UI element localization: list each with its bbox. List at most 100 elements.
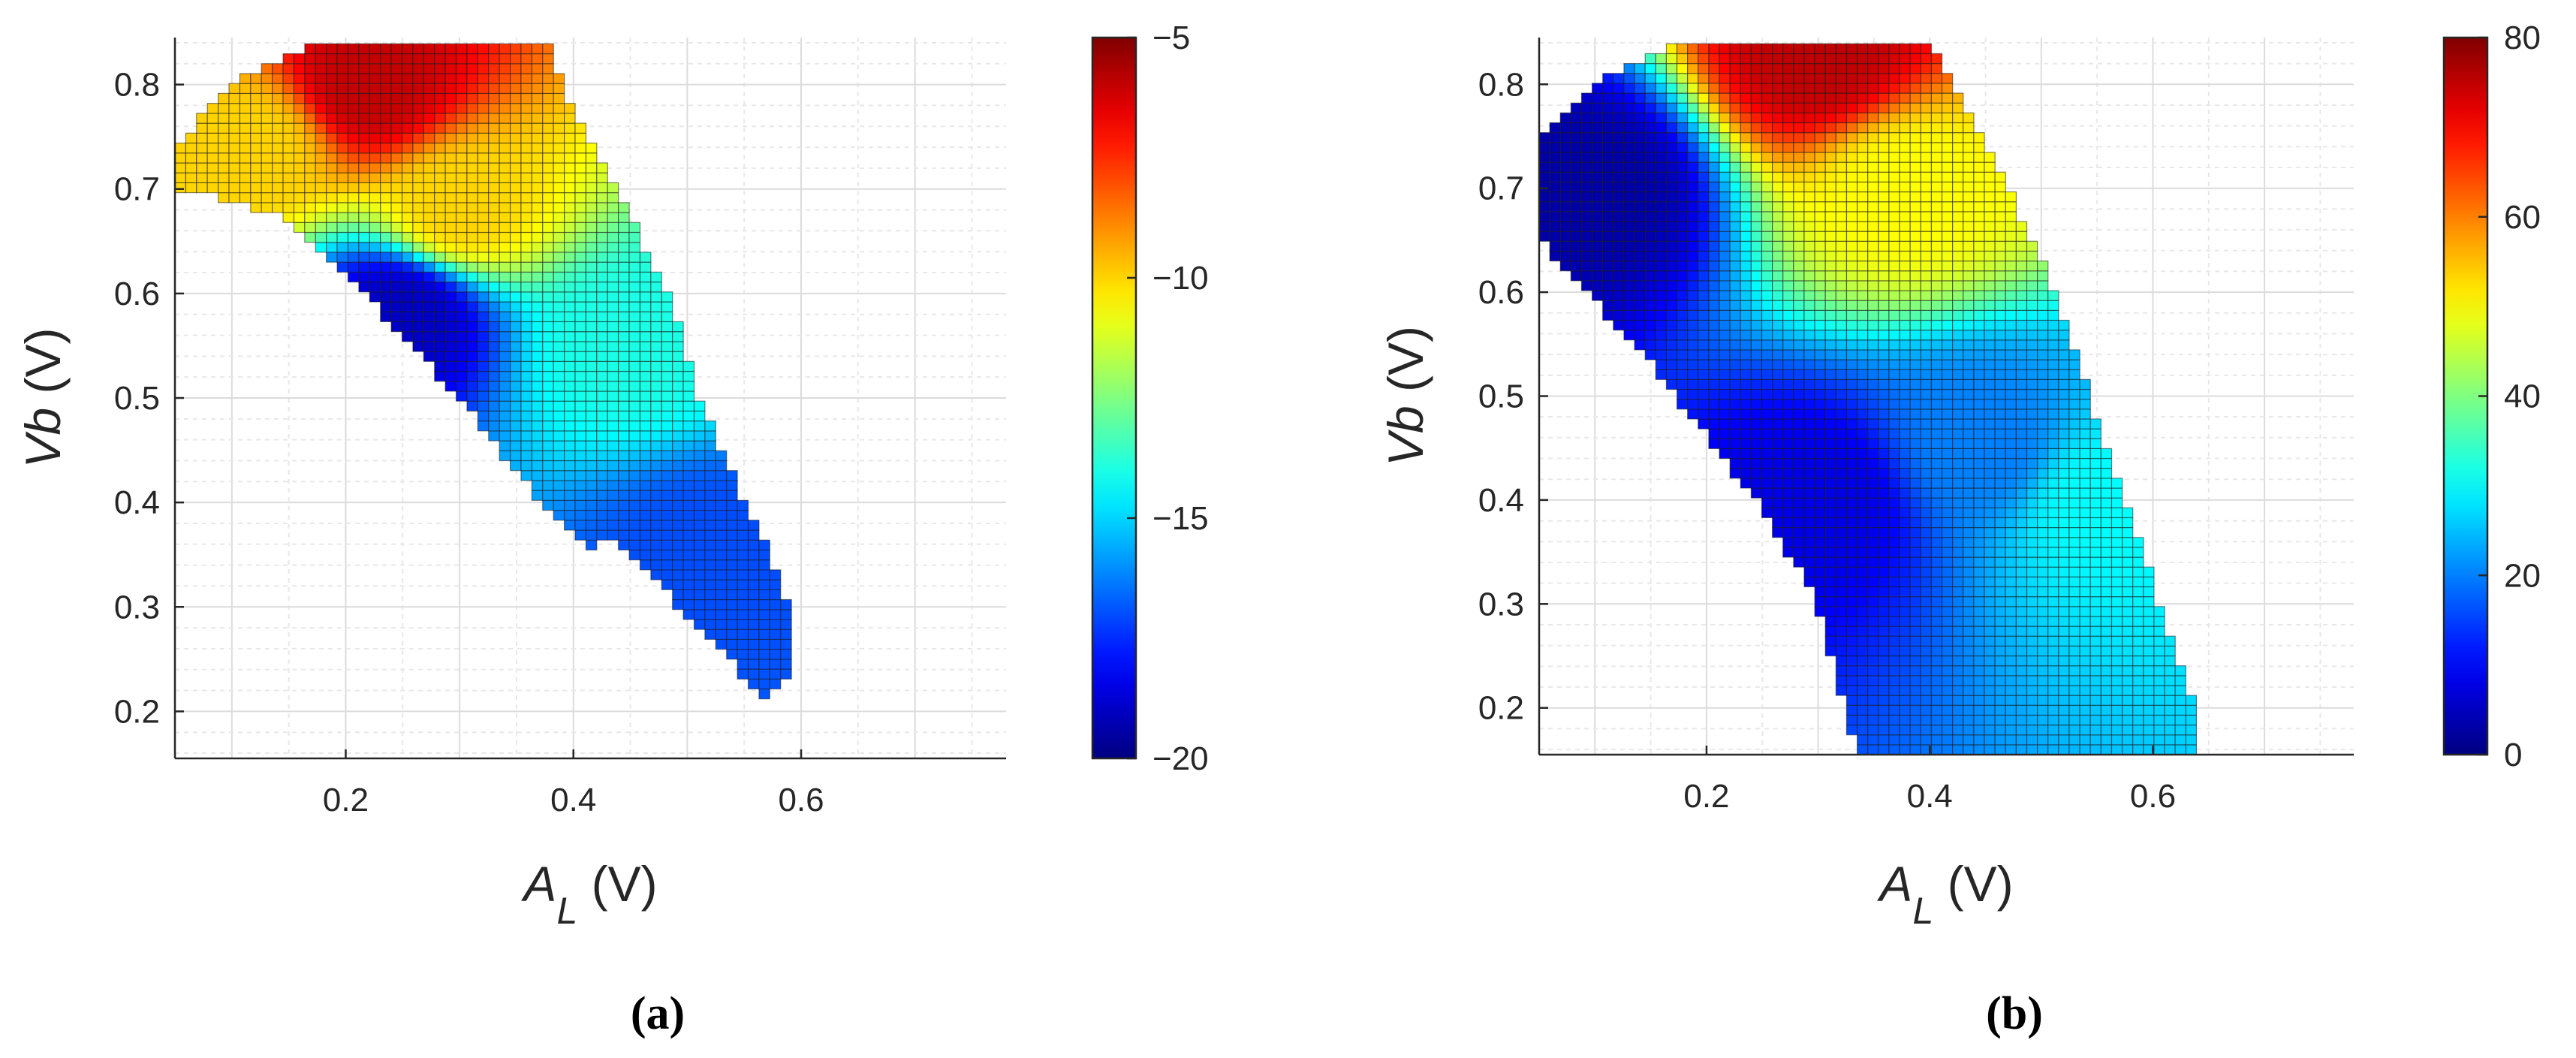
heatmap-cell: [2047, 586, 2059, 598]
heatmap-cell: [542, 351, 554, 362]
heatmap-cell: [1920, 537, 1933, 548]
heatmap-cell: [2079, 526, 2091, 538]
heatmap-cell: [1793, 526, 1805, 538]
heatmap-cell: [1803, 161, 1815, 173]
heatmap-cell: [2185, 714, 2198, 726]
heatmap-cell: [380, 172, 392, 183]
heatmap-cell: [1708, 260, 1720, 272]
heatmap-cell: [1559, 152, 1571, 163]
heatmap-cell: [2153, 645, 2165, 657]
heatmap-cell: [2153, 655, 2165, 667]
heatmap-cell: [1803, 319, 1815, 331]
heatmap-cell: [1644, 181, 1656, 193]
heatmap-cell: [607, 370, 619, 382]
heatmap-cell: [412, 242, 424, 253]
heatmap-cell: [726, 499, 738, 511]
heatmap-cell: [607, 271, 619, 283]
heatmap-cell: [1994, 181, 2006, 193]
heatmap-cell: [1835, 43, 1848, 55]
heatmap-cell: [520, 430, 533, 442]
heatmap-cell: [1867, 349, 1879, 360]
heatmap-cell: [1814, 478, 1826, 489]
heatmap-cell: [1888, 330, 1900, 341]
heatmap-cell: [628, 490, 641, 501]
heatmap-cell: [174, 162, 187, 173]
heatmap-cell: [509, 113, 522, 124]
heatmap-cell: [639, 450, 652, 462]
heatmap-cell: [380, 113, 392, 124]
heatmap-cell: [1952, 408, 1964, 420]
heatmap-cell: [1665, 240, 1678, 252]
heatmap-cell: [444, 192, 457, 203]
heatmap-cell: [1973, 704, 1985, 716]
heatmap-cell: [499, 341, 511, 352]
heatmap-cell: [1538, 171, 1550, 182]
heatmap-cell: [1899, 566, 1911, 577]
heatmap-cell: [1878, 102, 1890, 113]
heatmap-cell: [2005, 448, 2017, 460]
heatmap-cell: [1687, 201, 1699, 213]
heatmap-cell: [509, 202, 522, 213]
heatmap-cell: [693, 480, 706, 491]
heatmap-cell: [564, 430, 576, 442]
heatmap-cell: [661, 579, 673, 590]
heatmap-cell: [1845, 388, 1858, 400]
heatmap-cell: [2037, 537, 2049, 548]
heatmap-cell: [1878, 526, 1890, 538]
heatmap-cell: [1963, 428, 1975, 439]
heatmap-cell: [531, 351, 544, 362]
heatmap-cell: [1676, 191, 1689, 203]
heatmap-cell: [1803, 171, 1815, 182]
heatmap-cell: [607, 281, 619, 293]
heatmap-cell: [1761, 349, 1773, 360]
heatmap-cell: [2005, 191, 2017, 203]
y-tick-label: 0.6: [1478, 274, 1524, 311]
heatmap-cell: [477, 400, 490, 411]
heatmap-cell: [520, 291, 533, 303]
heatmap-cell: [747, 569, 760, 580]
heatmap-cell: [1729, 221, 1741, 232]
heatmap-cell: [488, 192, 500, 203]
heatmap-cell: [1824, 478, 1836, 489]
heatmap-cell: [704, 450, 716, 462]
heatmap-cell: [682, 480, 695, 491]
heatmap-cell: [1803, 270, 1815, 282]
heatmap-cell: [2037, 418, 2049, 430]
heatmap-cell: [1920, 586, 1933, 598]
heatmap-cell: [531, 103, 544, 114]
heatmap-cell: [390, 162, 403, 173]
heatmap-cell: [1750, 43, 1763, 55]
heatmap-cell: [1994, 547, 2006, 558]
heatmap-cell: [1591, 240, 1604, 252]
heatmap-cell: [1888, 152, 1900, 163]
heatmap-cell: [2143, 724, 2155, 736]
heatmap-cell: [650, 529, 662, 541]
heatmap-cell: [1772, 132, 1784, 143]
heatmap-cell: [2005, 507, 2017, 519]
heatmap-cell: [2100, 665, 2113, 677]
heatmap-cell: [1814, 132, 1826, 143]
heatmap-cell: [1814, 378, 1826, 390]
heatmap-cell: [2068, 724, 2080, 736]
heatmap-cell: [2143, 665, 2155, 677]
heatmap-cell: [1920, 438, 1933, 449]
heatmap-cell: [1920, 399, 1933, 410]
heatmap-cell: [2047, 478, 2059, 489]
heatmap-cell: [520, 63, 533, 74]
heatmap-cell: [1835, 665, 1848, 677]
heatmap-cell: [336, 73, 349, 84]
heatmap-cell: [1634, 250, 1646, 262]
heatmap-cell: [542, 231, 554, 243]
heatmap-cell: [693, 569, 706, 580]
heatmap-cell: [2037, 526, 2049, 538]
heatmap-cell: [1899, 309, 1911, 321]
heatmap-cell: [1740, 191, 1752, 203]
heatmap-cell: [444, 291, 457, 303]
heatmap-cell: [499, 212, 511, 223]
heatmap-cell: [585, 480, 598, 491]
heatmap-cell: [1623, 122, 1635, 134]
heatmap-cell: [218, 103, 230, 114]
heatmap-cell: [2100, 556, 2113, 568]
heatmap-cell: [228, 172, 241, 183]
heatmap-cell: [1930, 487, 1943, 499]
